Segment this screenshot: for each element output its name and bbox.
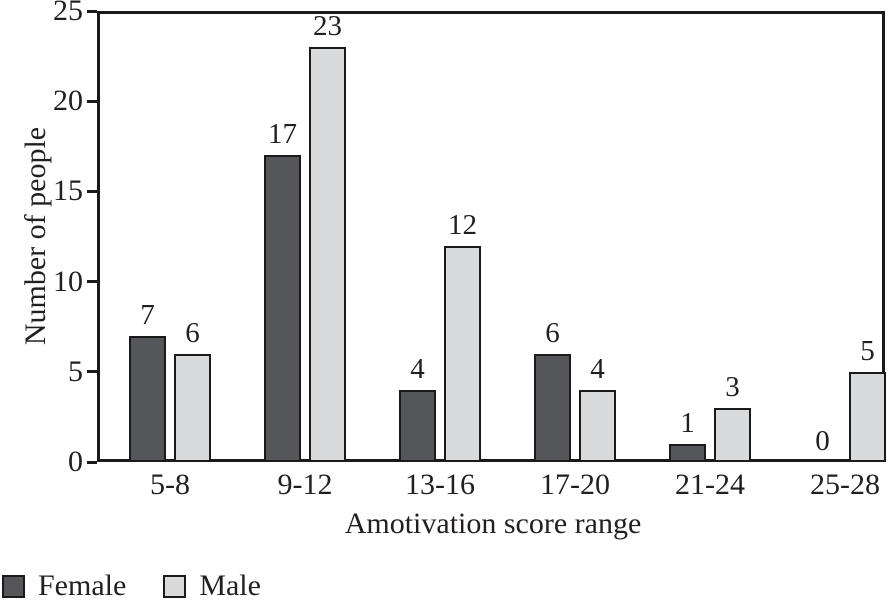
y-tick-mark — [87, 280, 97, 284]
legend-label: Male — [199, 569, 261, 602]
bar-value-label: 4 — [590, 352, 605, 385]
bar-female-9-12 — [264, 155, 301, 462]
y-tick-mark — [87, 189, 97, 193]
x-tick-label: 13-16 — [405, 468, 475, 501]
bar-male-5-8 — [174, 353, 211, 462]
legend: Female Male — [2, 570, 298, 602]
x-tick-label: 9-12 — [277, 468, 333, 501]
bar-female-17-20 — [534, 353, 571, 462]
y-tick-label: 5 — [68, 354, 83, 388]
y-tick-label: 15 — [53, 174, 83, 208]
bar-value-label: 6 — [185, 316, 200, 349]
bar-female-13-16 — [399, 389, 436, 462]
bar-value-label: 6 — [545, 316, 560, 349]
bar-value-label: 4 — [410, 352, 425, 385]
bar-value-label: 23 — [313, 10, 342, 43]
bar-value-label: 12 — [448, 208, 477, 241]
bar-value-label: 1 — [680, 406, 695, 439]
y-tick-mark — [87, 9, 97, 13]
bar-value-label: 5 — [860, 334, 875, 367]
plot-area — [97, 11, 885, 462]
legend-label: Female — [38, 569, 127, 602]
bar-male-9-12 — [309, 47, 346, 462]
y-tick-mark — [87, 370, 97, 374]
x-tick-label: 17-20 — [540, 468, 610, 501]
y-tick-label: 20 — [53, 84, 83, 118]
y-axis-title: Number of people — [19, 126, 52, 346]
legend-item-male: Male — [163, 570, 261, 602]
legend-item-female: Female — [2, 570, 126, 602]
y-tick-label: 10 — [53, 264, 83, 298]
bar-male-21-24 — [714, 407, 751, 462]
bar-value-label: 7 — [140, 298, 155, 331]
bar-female-5-8 — [129, 335, 166, 462]
bar-male-17-20 — [579, 389, 616, 462]
legend-swatch-icon — [163, 574, 187, 598]
y-tick-label: 0 — [68, 445, 83, 478]
bar-male-13-16 — [444, 245, 481, 462]
y-tick-mark — [87, 460, 97, 464]
x-tick-label: 21-24 — [675, 468, 745, 501]
bar-value-label: 17 — [268, 118, 297, 151]
bar-value-label: 0 — [815, 425, 830, 457]
x-axis-title: Amotivation score range — [344, 507, 642, 540]
legend-swatch-icon — [2, 574, 25, 598]
x-tick-label: 25-28 — [810, 468, 880, 501]
y-tick-label: 25 — [53, 0, 83, 27]
y-tick-mark — [87, 99, 97, 103]
bar-female-21-24 — [669, 443, 706, 462]
x-tick-label: 5-8 — [150, 468, 190, 501]
bar-value-label: 3 — [725, 370, 740, 403]
bar-male-25-28 — [849, 371, 886, 462]
